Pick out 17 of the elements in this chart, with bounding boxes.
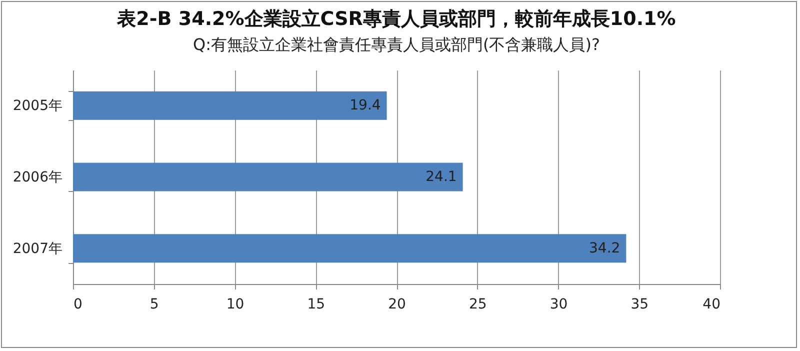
x-tick-label: 0 — [74, 296, 82, 312]
x-tick-label: 20 — [388, 296, 406, 312]
y-tick-label: 2006年 — [12, 170, 62, 186]
data-label: 19.4 — [350, 98, 381, 114]
y-tick-label: 2005年 — [12, 98, 62, 114]
x-tick-label: 5 — [150, 296, 159, 312]
x-tick-label: 40 — [702, 296, 720, 312]
y-tick-label: 2007年 — [12, 240, 62, 257]
data-label: 24.1 — [426, 169, 457, 185]
chart-title: 表2-B 34.2%企業設立CSR專責人員或部門，較前年成長10.1% — [116, 8, 676, 30]
x-tick-label: 35 — [630, 296, 649, 312]
x-tick-label: 25 — [468, 296, 487, 312]
x-tick-label: 10 — [226, 296, 244, 312]
data-label: 34.2 — [589, 240, 620, 256]
x-tick-label: 30 — [550, 296, 568, 312]
chart-subtitle: Q:有無設立企業社會責任專責人員或部門(不含兼職人員)? — [193, 35, 600, 54]
x-tick-label: 15 — [307, 296, 326, 312]
